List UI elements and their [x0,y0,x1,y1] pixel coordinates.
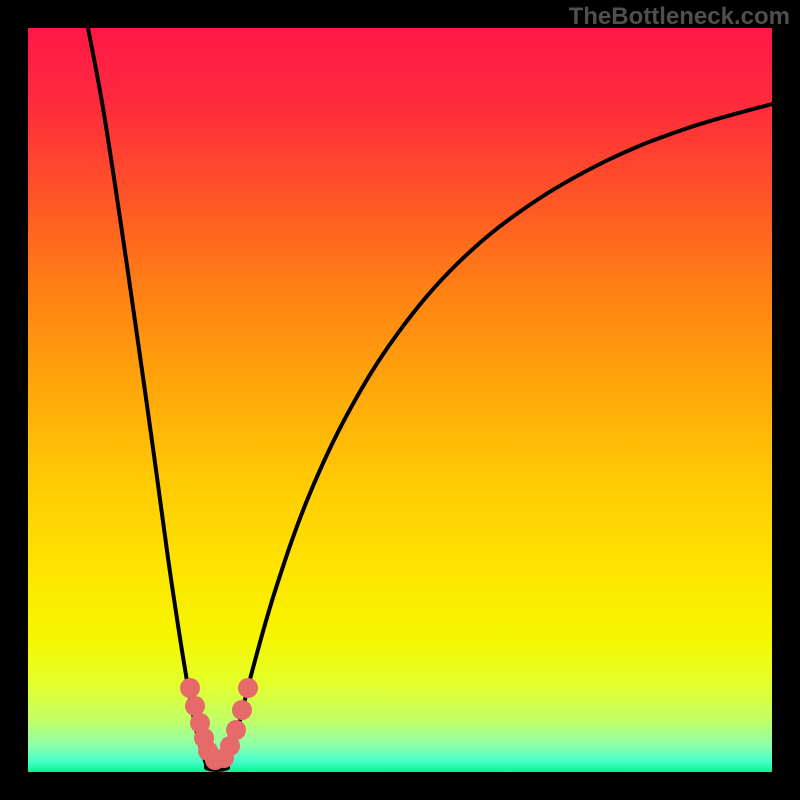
watermark-text: TheBottleneck.com [569,3,790,31]
data-marker [238,678,258,698]
chart-root: TheBottleneck.com [0,0,800,800]
plot-area [28,28,772,772]
data-marker [185,696,205,716]
curve-layer [28,28,772,772]
marker-group [180,678,258,770]
data-marker [226,720,246,740]
data-marker [180,678,200,698]
data-marker [232,700,252,720]
bottleneck-curve [88,28,772,770]
